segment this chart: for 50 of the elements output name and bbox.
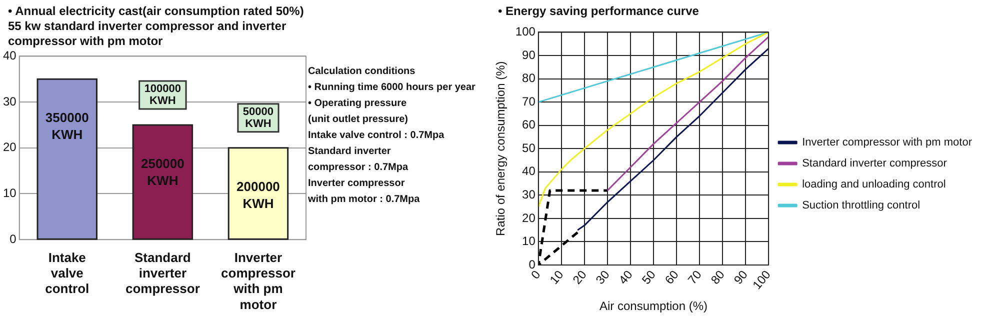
- x-tick-label: 40: [616, 267, 636, 287]
- x-tick-label: 90: [731, 267, 751, 287]
- text: Inverter compressor: [308, 177, 406, 191]
- annotation: 100000 KWH: [144, 83, 182, 108]
- legend-label: Standard inverter compressor: [802, 158, 948, 170]
- y-tick-label: 10: [522, 234, 536, 248]
- text: Calculation conditions: [308, 65, 416, 79]
- x-tick-label: 30: [592, 267, 612, 287]
- x-tick-label: 60: [662, 267, 682, 287]
- y-tick-label: 20: [522, 210, 536, 225]
- y-tick-label: 20: [2, 140, 17, 154]
- text: • Operating pressure: [308, 97, 408, 111]
- text: compressor : 0.7Mpa: [308, 161, 410, 175]
- y-tick-label: 70: [522, 94, 536, 108]
- annotation: 50000 KWH: [242, 106, 274, 130]
- chart-title: • Annual electricity cast(air consumption rated 50%) 55 kw standard inverter compressor and inverter compressor with pm motor: [8, 4, 305, 49]
- y-axis-title: Ratio of energy consumption (%): [494, 61, 508, 236]
- annotation: 200000 KWH: [236, 178, 280, 211]
- chart-title: • Energy saving performance curve: [498, 4, 700, 19]
- x-axis-title: Air consumption (%): [599, 299, 708, 314]
- x-tick-label: 20: [570, 267, 590, 287]
- x-tick-label: Inverter compressor with pm motor: [221, 250, 296, 312]
- annotation: 350000 KWH: [45, 110, 89, 142]
- x-tick-label: 50: [639, 267, 659, 287]
- x-tick-label: 80: [708, 267, 728, 287]
- legend-label: loading and unloading control: [802, 178, 946, 191]
- y-tick-label: 100: [515, 24, 536, 39]
- x-tick-label: Standard inverter compressor: [125, 250, 200, 296]
- y-tick-label: 90: [522, 48, 536, 62]
- y-tick-label: 60: [522, 118, 536, 132]
- text: • Running time 6000 hours per year: [308, 81, 476, 95]
- y-tick-label: 30: [2, 94, 17, 108]
- y-tick-label: 80: [522, 71, 536, 86]
- y-tick-label: 10: [2, 186, 17, 200]
- text: Intake valve control : 0.7Mpa: [308, 129, 446, 143]
- legend-label: Inverter compressor with pm motor: [802, 136, 972, 149]
- text: (unit outlet pressure): [308, 113, 410, 127]
- y-tick-label: 40: [2, 48, 17, 63]
- annotation: 250000 KWH: [140, 156, 184, 188]
- legend-label: Suction throttling control: [802, 200, 920, 212]
- x-tick-label: Intake valve control: [45, 250, 90, 296]
- y-tick-label: 0: [10, 232, 17, 246]
- y-tick-label: 40: [522, 164, 536, 178]
- x-tick-label: 70: [685, 267, 705, 287]
- x-tick-label: 10: [546, 267, 566, 287]
- text: with pm motor : 0.7Mpa: [308, 193, 421, 207]
- x-tick-label: 100: [750, 267, 774, 292]
- y-tick-label: 30: [522, 187, 536, 202]
- y-tick-label: 50: [522, 140, 536, 155]
- text: Standard inverter: [308, 145, 392, 159]
